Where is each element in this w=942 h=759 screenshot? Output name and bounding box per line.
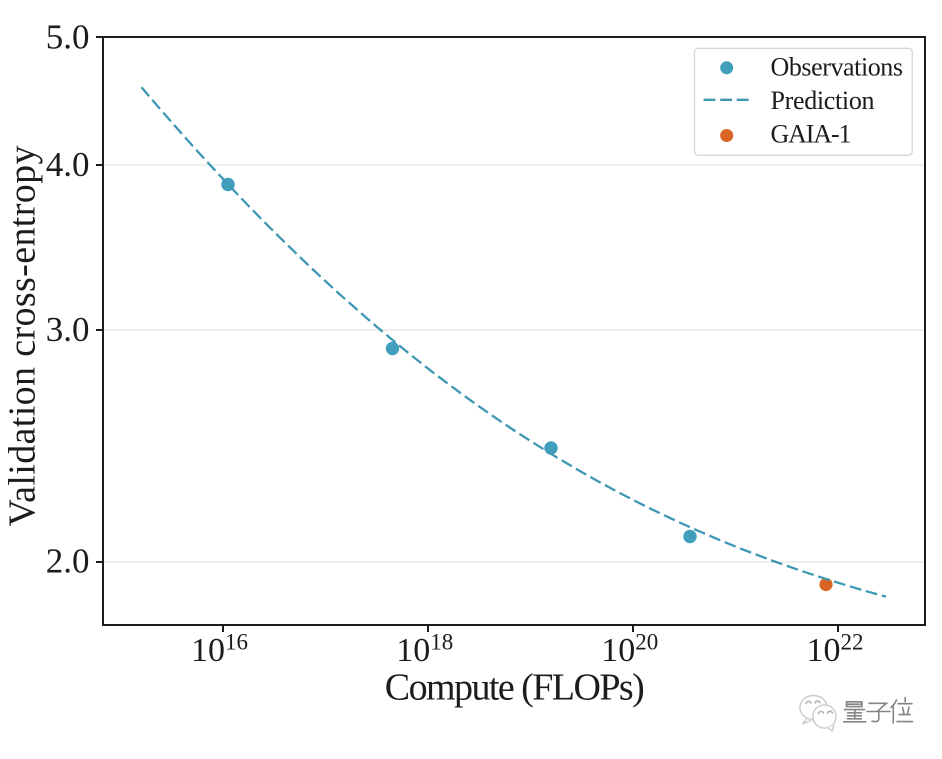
svg-text:Observations: Observations bbox=[771, 53, 904, 82]
svg-text:GAIA-1: GAIA-1 bbox=[771, 120, 852, 149]
svg-text:2.0: 2.0 bbox=[46, 542, 90, 581]
svg-text:3.0: 3.0 bbox=[46, 310, 90, 349]
svg-text:1018: 1018 bbox=[396, 629, 453, 669]
svg-text:Compute (FLOPs): Compute (FLOPs) bbox=[385, 667, 645, 709]
svg-text:Validation cross-entropy: Validation cross-entropy bbox=[2, 146, 44, 527]
svg-text:4.0: 4.0 bbox=[46, 145, 90, 184]
svg-text:5.0: 5.0 bbox=[46, 18, 90, 57]
svg-text:Prediction: Prediction bbox=[771, 86, 875, 115]
